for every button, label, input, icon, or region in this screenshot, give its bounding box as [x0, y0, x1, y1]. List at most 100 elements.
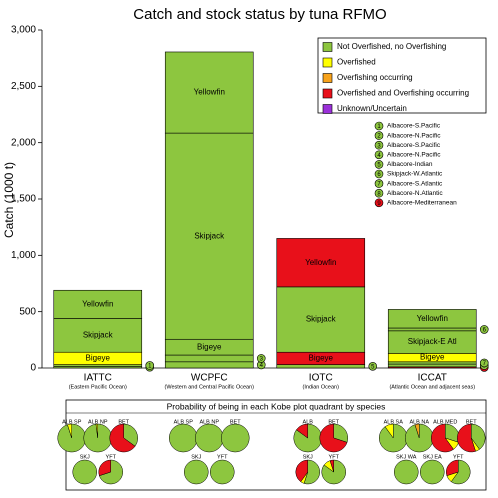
marker-legend-icon	[374, 179, 384, 188]
pie-slice	[72, 459, 97, 485]
bar-segment	[276, 238, 366, 288]
stock-marker-label: 6	[483, 327, 487, 333]
pie-slice	[319, 423, 348, 453]
pie-slice	[169, 423, 198, 453]
x-tick-label: IATTC	[84, 373, 112, 384]
pie-slice	[109, 423, 136, 453]
pie-slice	[221, 423, 250, 453]
x-tick-label: IOTC	[309, 373, 333, 384]
pie-label: ALB NP	[88, 419, 108, 425]
bar-segment	[387, 363, 477, 368]
segment-label: Bigeye	[309, 354, 334, 363]
marker-legend-icon	[374, 150, 384, 160]
stock-marker	[479, 325, 489, 334]
pie-slice	[98, 459, 111, 477]
marker-legend-label: Albacore-N.Atlantic	[387, 190, 443, 197]
pie-label: YFT	[453, 454, 464, 460]
stock-marker-label: 3	[260, 357, 264, 363]
bar-segment	[53, 289, 143, 319]
pie-label: YFT	[217, 454, 228, 460]
pie-slice	[195, 423, 224, 453]
pie-label: SKJ WA	[396, 454, 417, 460]
pie-label: SKJ	[80, 454, 90, 460]
marker-legend-number: 1	[377, 124, 381, 130]
stock-marker-label: 7	[483, 361, 487, 367]
segment-label: Bigeye	[197, 342, 222, 351]
marker-legend-label: Albacore-S.Pacific	[387, 123, 441, 130]
stock-marker	[479, 358, 489, 368]
marker-legend-number: 6	[377, 172, 381, 178]
pie-slice	[67, 423, 72, 439]
segment-label: Skipjack	[194, 231, 225, 240]
marker-legend-number: 9	[377, 201, 381, 207]
legend-swatch	[322, 42, 333, 52]
segment-label: Bigeye	[420, 353, 445, 362]
pie-label: BET	[466, 419, 477, 425]
x-tick-sublabel: (Indian Ocean)	[303, 384, 340, 390]
marker-legend-number: 7	[377, 182, 381, 188]
legend-swatch	[322, 88, 333, 99]
marker-legend-icon	[374, 140, 384, 150]
marker-legend-icon	[374, 121, 384, 131]
pie-slice	[420, 459, 445, 485]
marker-legend-label: Albacore-Indian	[387, 161, 433, 168]
marker-legend-number: 4	[377, 153, 381, 159]
pie-label: SKJ	[191, 454, 201, 460]
segment-label: Yellowfin	[194, 88, 225, 97]
pie-slice	[446, 459, 459, 477]
bar-segment	[387, 309, 477, 329]
pie-slice	[99, 459, 123, 485]
marker-legend-label: Albacore-Mediterranean	[387, 200, 457, 207]
pie-slice	[329, 459, 334, 473]
stock-marker-label: 5	[371, 364, 375, 370]
legend-label: Unknown/Uncertain	[337, 104, 407, 113]
pie-slice	[333, 423, 348, 443]
pie-label: SKJ EA	[423, 454, 442, 460]
pie-slice	[296, 423, 308, 439]
pie-slice	[431, 423, 454, 453]
pie-slice	[184, 459, 209, 485]
bar-segment	[387, 327, 477, 332]
y-tick-label: 0	[30, 363, 36, 374]
marker-legend-number: 8	[377, 191, 381, 197]
marker-legend-icon	[374, 198, 384, 208]
pie-label: ALB NP	[199, 419, 219, 425]
marker-legend-icon	[374, 188, 384, 198]
segment-label: Yellowfin	[305, 258, 336, 267]
segment-label: Skipjack-E Atl	[408, 337, 457, 346]
pie-slice	[414, 423, 420, 439]
marker-legend-icon	[374, 160, 384, 169]
pie-label: YFT	[106, 454, 117, 460]
y-tick-label: 1,500	[11, 194, 36, 205]
bar-segment	[164, 132, 254, 340]
pies-title: Probability of being in each Kobe plot q…	[167, 401, 386, 411]
x-tick-sublabel: (Western and Central Pacific Ocean)	[165, 384, 255, 390]
legend-label: Not Overfished, no Overfishing	[337, 42, 446, 51]
segment-label: Skipjack	[306, 315, 337, 324]
pie-label: ALB MED	[433, 419, 457, 425]
pie-label: ALB SP	[62, 419, 82, 425]
marker-legend-icon	[374, 169, 384, 179]
chart-title: Catch and stock status by tuna RFMO	[133, 6, 386, 23]
legend-label: Overfished	[337, 58, 376, 67]
pie-label: YFT	[329, 454, 340, 460]
bar-segment	[164, 361, 254, 369]
legend-label: Overfishing occurring	[337, 73, 413, 82]
bar-segment	[276, 286, 366, 353]
segment-label: Yellowfin	[82, 299, 113, 308]
pie-slice	[95, 423, 98, 439]
stock-marker	[368, 362, 378, 371]
y-axis-label: Catch (1000 t)	[2, 162, 16, 238]
pie-label: BET	[230, 419, 241, 425]
y-tick-label: 2,000	[11, 137, 36, 148]
marker-legend-label: Albacore-S.Pacific	[387, 142, 441, 149]
pie-slice	[471, 423, 486, 450]
stock-marker-label: 4	[260, 363, 264, 369]
pie-label: ALB SA	[384, 419, 404, 425]
legend-label: Overfished and Overfishing occurring	[337, 89, 469, 98]
marker-legend-label: Albacore-N.Pacific	[387, 152, 441, 159]
pie-slice	[384, 423, 394, 439]
pie-slice	[457, 423, 476, 453]
pie-label: ALB	[303, 419, 314, 425]
